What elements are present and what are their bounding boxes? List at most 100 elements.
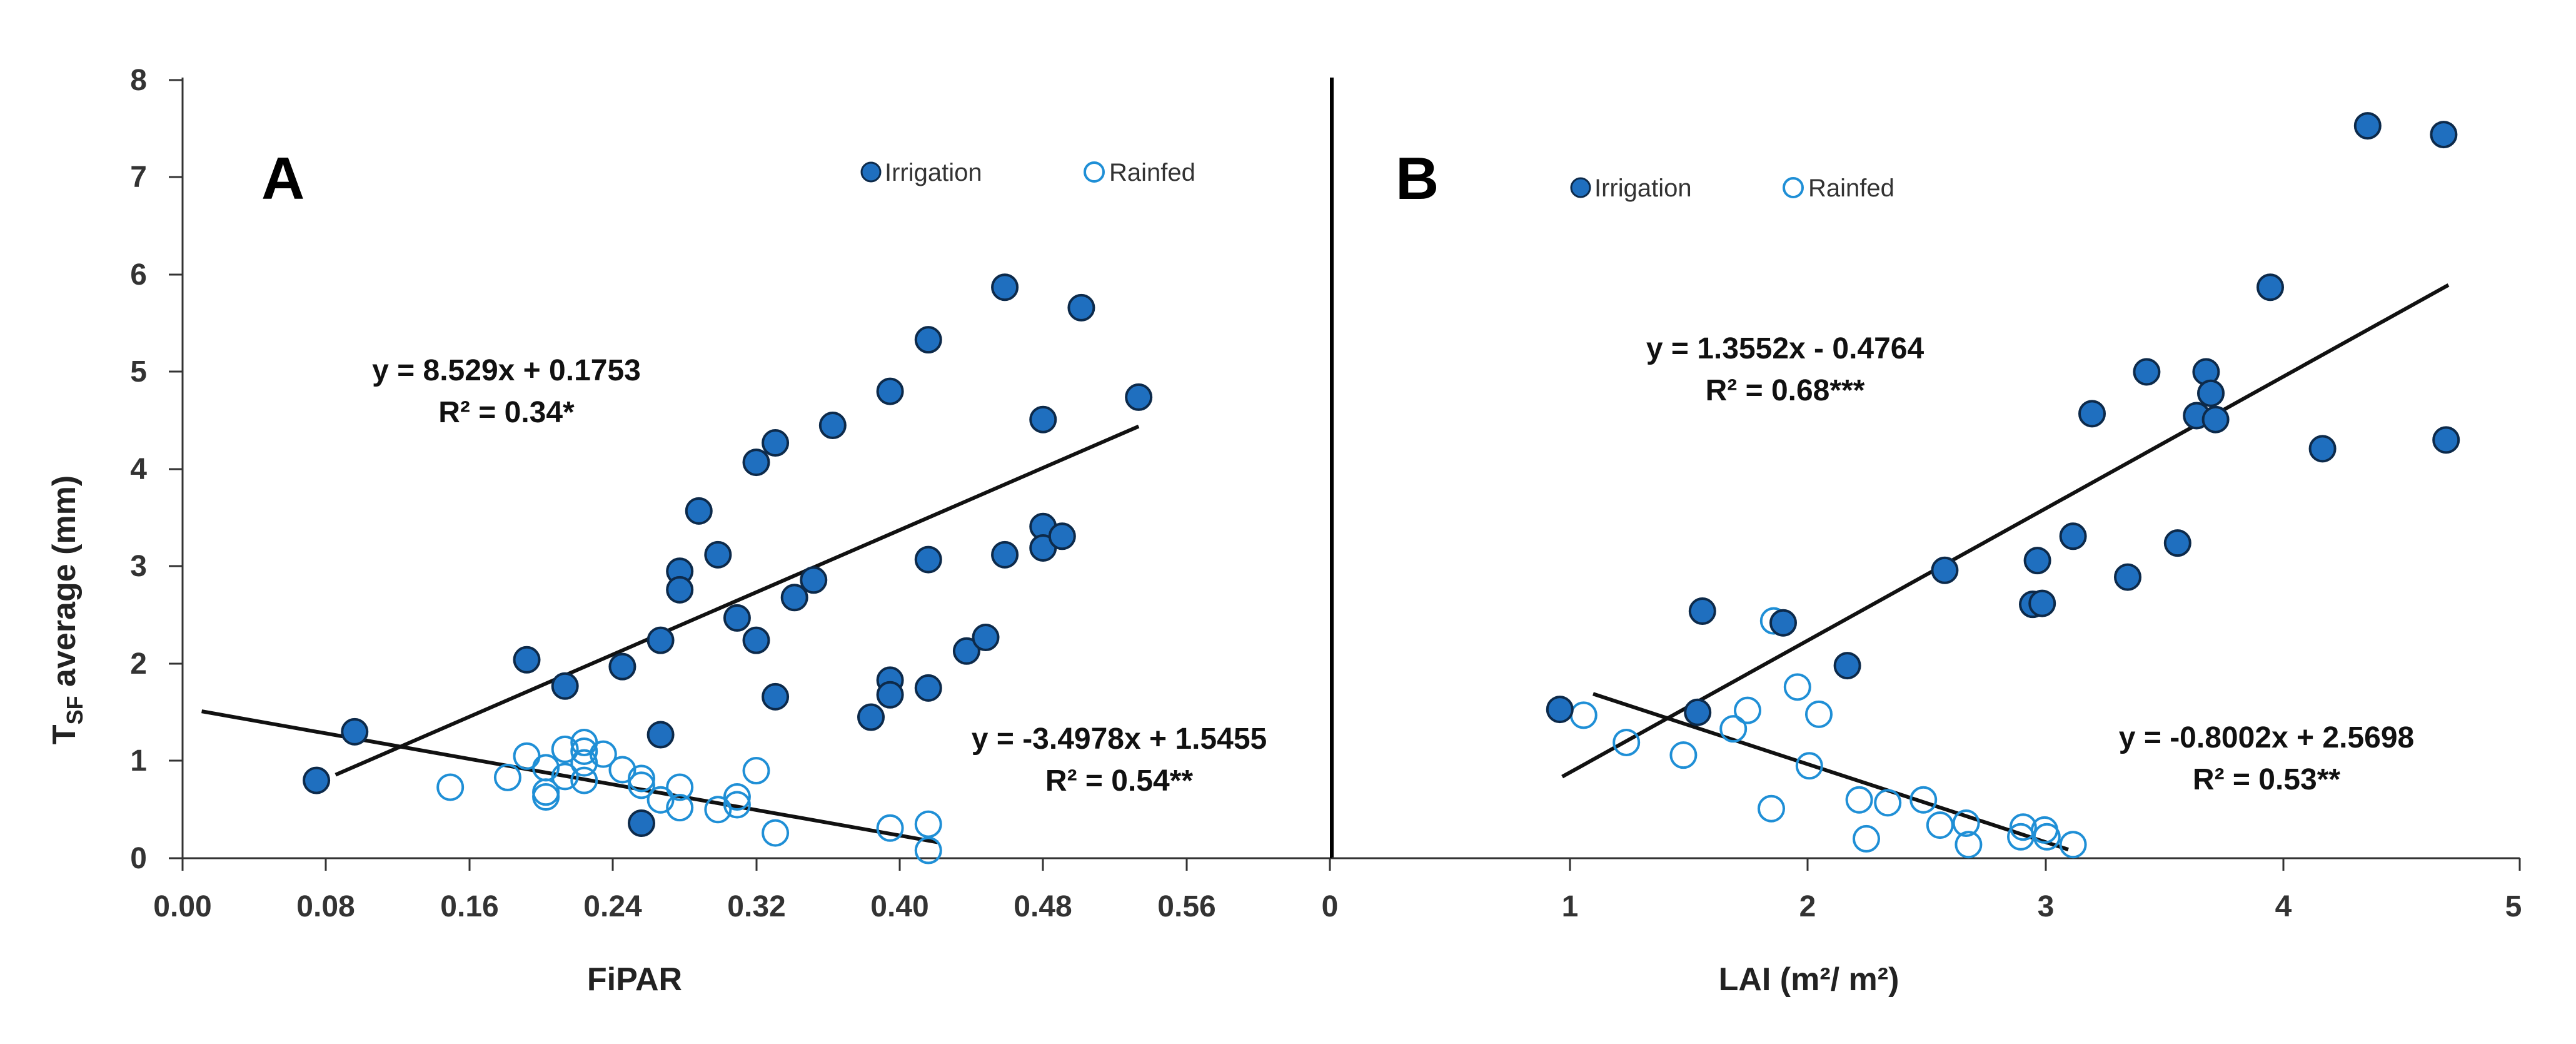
panel-a-point-irrigation — [876, 377, 904, 405]
panel-b-letter: B — [1396, 145, 1439, 212]
panel-b-point-rainfed — [1613, 728, 1641, 756]
panel-b-point-irrigation — [2432, 426, 2460, 454]
panel-a-letter: A — [261, 145, 304, 212]
x-tick-label: 2 — [1799, 890, 1816, 923]
x-tick-label: 0.40 — [870, 890, 928, 923]
x-tick-label: 0.32 — [727, 890, 785, 923]
panel-a-point-irrigation — [914, 326, 942, 354]
panel-b-point-rainfed — [1795, 752, 1823, 780]
panel-a-point-irrigation — [952, 637, 980, 665]
panel-a-point-irrigation — [991, 540, 1019, 569]
panel-b-point-irrigation — [2163, 529, 2191, 557]
panel-a-annotations: y = 8.529x + 0.1753 R² = 0.34* y = -3.49… — [372, 354, 1267, 798]
y-axis-title-main: T — [46, 724, 83, 744]
panel-b-point-rainfed — [1874, 789, 1902, 817]
panel-a-point-rainfed — [914, 810, 942, 838]
panel-a-point-irrigation — [1067, 293, 1095, 322]
panel-b-point-irrigation — [1684, 698, 1712, 726]
panel-b-point-rainfed — [1719, 715, 1748, 743]
panel-a-point-rainfed — [628, 764, 655, 793]
panel-a-point-irrigation — [513, 646, 541, 674]
panel-a-point-irrigation — [608, 652, 636, 681]
panel-b-points — [1546, 112, 2460, 859]
legend-marker-irrigation — [1570, 177, 1591, 198]
panel-a-point-irrigation — [666, 575, 694, 604]
panel-a-legend: Irrigation Rainfed — [860, 159, 1195, 186]
panel-a-y-ticks — [169, 79, 183, 859]
y-tick-label: 6 — [130, 258, 147, 291]
panel-a-point-irrigation — [1125, 383, 1153, 411]
panel-b-point-rainfed — [1758, 794, 1785, 823]
y-tick-label: 5 — [130, 355, 147, 388]
panel-b-trendline-rainfed — [1592, 692, 2069, 851]
panel-a-rainfed-equation: y = -3.4978x + 1.5455 — [972, 722, 1267, 756]
panel-a-point-rainfed — [666, 773, 694, 801]
panel-b-point-rainfed — [2009, 813, 2037, 841]
panel-b-trendlines — [1561, 283, 2450, 851]
y-axis-title: TSF average (mm) — [46, 475, 88, 744]
panel-a-trendlines — [201, 424, 1140, 844]
panel-b-rainfed-r2: R² = 0.53** — [2193, 763, 2340, 796]
x-tick-label: 0.56 — [1157, 890, 1215, 923]
panel-a-point-rainfed — [570, 737, 598, 765]
panel-a-point-irrigation — [857, 703, 885, 731]
panel-b-point-rainfed — [1909, 786, 1938, 814]
panel-a-point-rainfed — [551, 763, 579, 791]
panel-a-point-rainfed — [742, 757, 770, 785]
panel-a-point-rainfed — [704, 796, 732, 824]
panel-b: 1 2 3 4 5 LAI (m²/ m²) B Irrigation Rain… — [1332, 112, 2522, 998]
panel-a-point-rainfed — [723, 791, 751, 819]
panel-b-point-irrigation — [1833, 652, 1861, 680]
y-tick-label: 0 — [130, 842, 147, 875]
panel-b-point-rainfed — [1734, 696, 1761, 724]
panel-a-point-irrigation — [972, 624, 1000, 652]
panel-b-point-rainfed — [1952, 809, 1980, 838]
panel-a-point-rainfed — [876, 814, 904, 842]
panel-a-axes — [169, 78, 1334, 871]
panel-b-rainfed-equation: y = -0.8002x + 2.5698 — [2119, 721, 2414, 754]
y-tick-label: 8 — [130, 64, 147, 97]
panel-b-point-irrigation — [1546, 696, 1574, 724]
panel-a-point-irrigation — [800, 566, 828, 594]
panel-a-point-rainfed — [628, 771, 655, 799]
panel-b-point-irrigation — [1769, 609, 1797, 637]
panel-a-point-irrigation — [551, 672, 579, 700]
y-axis-title-rest: average (mm) — [46, 475, 83, 696]
panel-b-point-rainfed — [1926, 811, 1954, 839]
panel-a-point-irrigation — [991, 273, 1019, 302]
panel-b-point-irrigation — [2028, 589, 2056, 617]
panel-b-annotations: y = 1.3552x - 0.4764 R² = 0.68*** y = -0… — [1646, 332, 2414, 796]
panel-b-x-axis-title: LAI (m²/ m²) — [1719, 961, 1899, 998]
panel-a-point-irrigation — [914, 545, 942, 574]
panel-a-point-irrigation — [647, 721, 675, 749]
panel-a-point-rainfed — [570, 749, 598, 777]
x-tick-label: 0 — [1322, 890, 1339, 923]
panel-a-point-rainfed — [723, 783, 751, 811]
panel-b-irrigation-r2: R² = 0.68*** — [1706, 374, 1865, 407]
x-tick-label: 0.16 — [440, 890, 498, 923]
panel-a-point-irrigation — [341, 717, 369, 746]
panel-a-point-rainfed — [436, 773, 465, 801]
panel-b-point-rainfed — [1569, 701, 1597, 729]
panel-b-point-rainfed — [1845, 786, 1873, 814]
panel-a-trendline-rainfed — [201, 709, 938, 844]
legend-label-irrigation: Irrigation — [885, 159, 982, 186]
x-tick-label: 0.48 — [1014, 890, 1072, 923]
panel-b-axes — [1332, 857, 2521, 871]
panel-a-point-rainfed — [532, 778, 560, 806]
panel-b-point-irrigation — [2197, 379, 2225, 407]
x-tick-label: 0.24 — [583, 890, 642, 923]
x-tick-label: 0.00 — [153, 890, 211, 923]
panel-a-point-irrigation — [704, 540, 732, 569]
panel-a-point-irrigation — [685, 497, 713, 525]
panel-b-point-rainfed — [1669, 741, 1698, 769]
legend-marker-irrigation — [860, 161, 882, 183]
panel-a-point-rainfed — [914, 836, 942, 864]
panel-a-points — [303, 273, 1153, 864]
panel-a-point-irrigation — [303, 766, 331, 794]
y-tick-label: 3 — [130, 550, 147, 583]
panel-b-point-irrigation — [2308, 435, 2337, 463]
x-tick-label: 1 — [1562, 890, 1579, 923]
